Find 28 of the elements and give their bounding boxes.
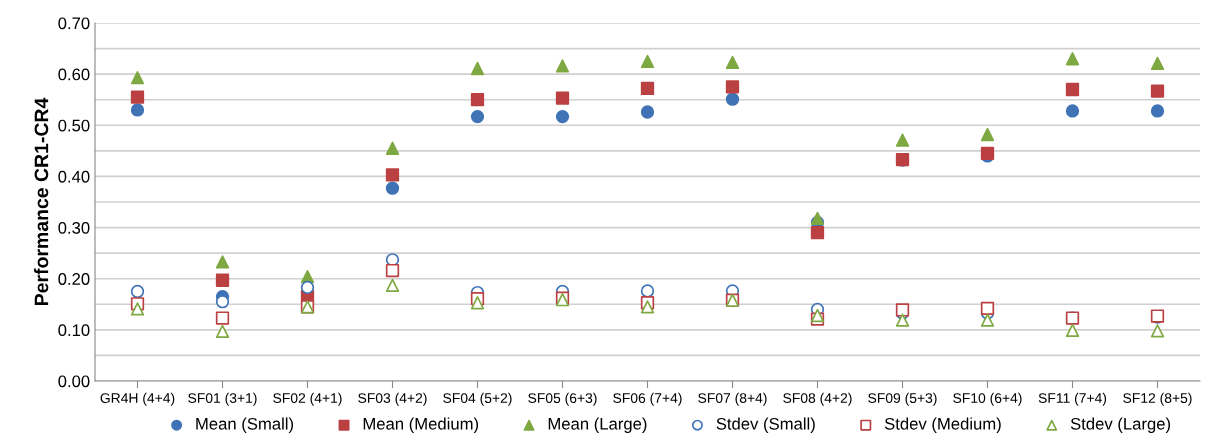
x-tick-label: SF12 (8+5) <box>1123 392 1192 406</box>
legend-label: Mean (Medium) <box>363 417 479 433</box>
x-tick-label: SF04 (5+2) <box>443 392 512 406</box>
x-tick-label: SF01 (3+1) <box>188 392 257 406</box>
y-tick-label: 0.40 <box>58 170 90 183</box>
legend-label: Mean (Small) <box>196 417 294 433</box>
x-tick-label: SF07 (8+4) <box>698 392 767 406</box>
y-tick-label: 0.70 <box>58 17 90 30</box>
x-tick-label: SF06 (7+4) <box>613 392 682 406</box>
legend-label: Mean (Large) <box>548 417 647 433</box>
y-tick-label: 0.10 <box>58 324 90 337</box>
y-tick-label: 0.20 <box>58 273 90 285</box>
legend-label: Stdev (Large) <box>1070 417 1171 433</box>
x-tick-label: SF09 (5+3) <box>868 392 937 406</box>
legend-label: Stdev (Medium) <box>884 417 1001 433</box>
legend-label: Stdev (Small) <box>716 417 815 433</box>
x-tick-label: SF03 (4+2) <box>358 392 427 406</box>
y-tick-label: 0.30 <box>58 221 90 234</box>
x-tick-label: SF08 (4+2) <box>783 392 852 406</box>
y-tick-label: 0.60 <box>58 68 90 81</box>
y-axis-title: Performance CR1-CR4 <box>34 97 49 305</box>
x-tick-label: SF02 (4+1) <box>273 392 342 406</box>
x-tick-label: SF05 (6+3) <box>528 392 597 406</box>
y-tick-label: 0.50 <box>58 119 90 132</box>
x-tick-label: GR4H (4+4) <box>100 392 175 406</box>
y-tick-label: 0.00 <box>58 375 90 388</box>
x-tick-label: SF11 (7+4) <box>1038 392 1107 406</box>
x-tick-label: SF10 (6+4) <box>953 392 1022 406</box>
